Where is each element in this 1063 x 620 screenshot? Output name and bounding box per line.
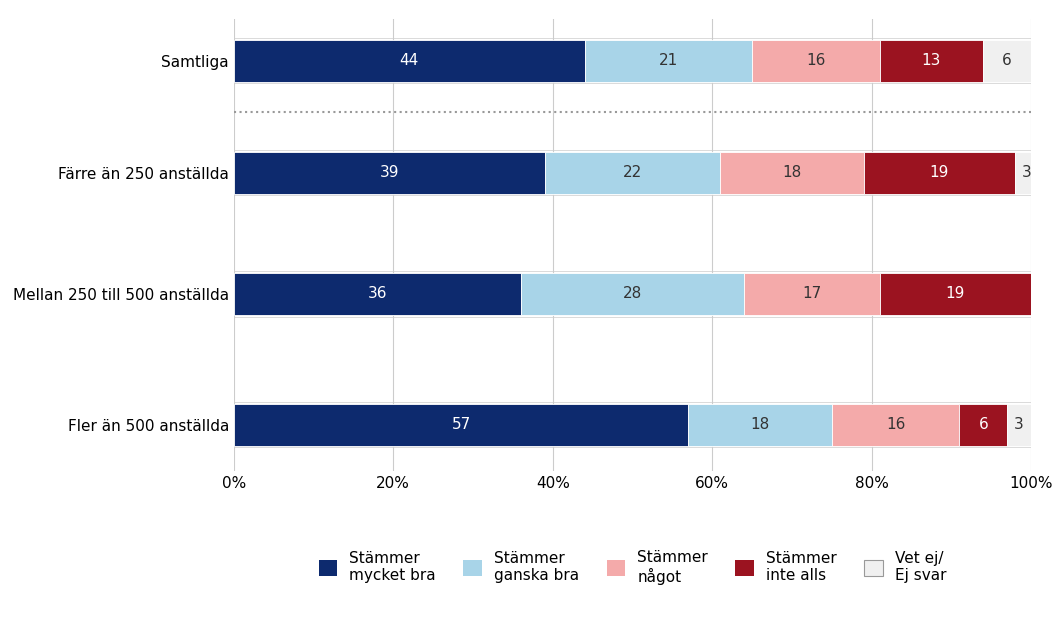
Bar	[983, 40, 1031, 82]
Bar	[544, 151, 720, 193]
Bar	[1008, 404, 1031, 446]
Bar	[234, 40, 585, 82]
Text: 16: 16	[806, 53, 826, 68]
Bar	[832, 404, 959, 446]
Bar	[689, 404, 832, 446]
Bar	[959, 404, 1008, 446]
Text: 6: 6	[978, 417, 989, 432]
Text: 28: 28	[623, 286, 642, 301]
Text: 44: 44	[400, 53, 419, 68]
Bar	[880, 40, 983, 82]
Text: 3: 3	[1014, 417, 1024, 432]
Text: 22: 22	[623, 165, 642, 180]
Text: 3: 3	[1023, 165, 1032, 180]
Text: 6: 6	[1002, 53, 1012, 68]
Bar	[234, 151, 544, 193]
Text: 36: 36	[368, 286, 387, 301]
Text: 19: 19	[930, 165, 949, 180]
Text: 16: 16	[885, 417, 906, 432]
Bar	[521, 273, 744, 315]
Text: 39: 39	[379, 165, 399, 180]
Text: 57: 57	[452, 417, 471, 432]
Bar	[720, 151, 863, 193]
Bar	[234, 404, 689, 446]
Text: 21: 21	[659, 53, 678, 68]
Bar	[234, 273, 521, 315]
Legend: Stämmer
mycket bra, Stämmer
ganska bra, Stämmer
något, Stämmer
inte alls, Vet ej: Stämmer mycket bra, Stämmer ganska bra, …	[311, 542, 954, 592]
Text: 19: 19	[946, 286, 965, 301]
Bar	[1015, 151, 1040, 193]
Bar	[863, 151, 1015, 193]
Bar	[880, 273, 1031, 315]
Text: 13: 13	[922, 53, 941, 68]
Text: 18: 18	[750, 417, 770, 432]
Bar	[753, 40, 880, 82]
Bar	[744, 273, 880, 315]
Bar	[585, 40, 753, 82]
Text: 18: 18	[782, 165, 802, 180]
Text: 17: 17	[803, 286, 822, 301]
